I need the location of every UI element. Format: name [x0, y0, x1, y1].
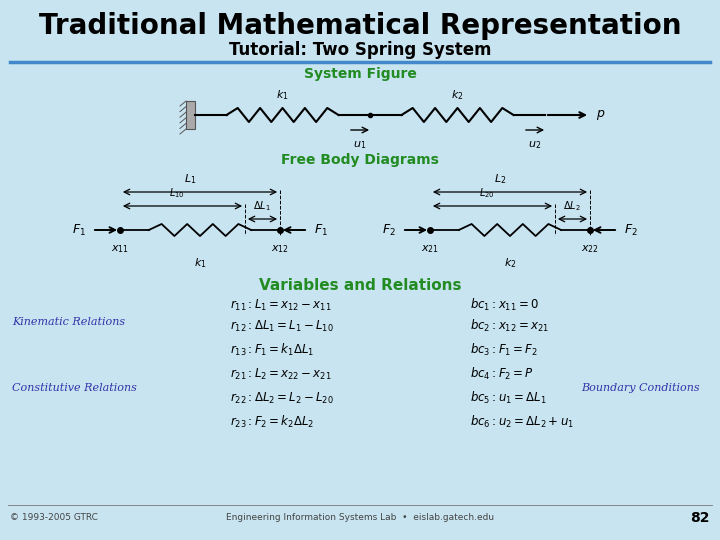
- Text: © 1993-2005 GTRC: © 1993-2005 GTRC: [10, 514, 98, 523]
- Text: $F_2$: $F_2$: [382, 222, 396, 238]
- Text: $L_{20}$: $L_{20}$: [480, 186, 495, 200]
- Text: $u_1$: $u_1$: [354, 139, 366, 151]
- Text: $\Delta L_2$: $\Delta L_2$: [563, 199, 581, 213]
- Text: $F_2$: $F_2$: [624, 222, 638, 238]
- Text: $r_{13}: F_1 = k_1 \Delta L_1$: $r_{13}: F_1 = k_1 \Delta L_1$: [230, 342, 315, 358]
- Text: Free Body Diagrams: Free Body Diagrams: [281, 153, 439, 167]
- Text: $\Delta L_1$: $\Delta L_1$: [253, 199, 271, 213]
- Text: $p$: $p$: [596, 108, 606, 122]
- Text: Tutorial: Two Spring System: Tutorial: Two Spring System: [229, 41, 491, 59]
- Text: Boundary Conditions: Boundary Conditions: [581, 383, 700, 393]
- Text: $bc_1: x_{11} = 0$: $bc_1: x_{11} = 0$: [470, 297, 539, 313]
- Text: System Figure: System Figure: [304, 67, 416, 81]
- Text: $L_{10}$: $L_{10}$: [169, 186, 185, 200]
- Text: 82: 82: [690, 511, 710, 525]
- Text: $u_2$: $u_2$: [528, 139, 541, 151]
- Text: $k_2$: $k_2$: [504, 256, 516, 270]
- Text: $x_{21}$: $x_{21}$: [421, 243, 439, 255]
- Text: $bc_2: x_{12} = x_{21}$: $bc_2: x_{12} = x_{21}$: [470, 318, 549, 334]
- Text: Constitutive Relations: Constitutive Relations: [12, 383, 137, 393]
- Text: $bc_6: u_2 = \Delta L_2 + u_1$: $bc_6: u_2 = \Delta L_2 + u_1$: [470, 414, 574, 430]
- Text: Engineering Information Systems Lab  •  eislab.gatech.edu: Engineering Information Systems Lab • ei…: [226, 514, 494, 523]
- Text: $k_1$: $k_1$: [194, 256, 207, 270]
- Text: $bc_3: F_1 = F_2$: $bc_3: F_1 = F_2$: [470, 342, 538, 358]
- Text: $k_1$: $k_1$: [276, 88, 288, 102]
- Text: $k_2$: $k_2$: [451, 88, 463, 102]
- Text: $F_1$: $F_1$: [72, 222, 86, 238]
- Text: $r_{21}: L_2 = x_{22} - x_{21}$: $r_{21}: L_2 = x_{22} - x_{21}$: [230, 367, 332, 382]
- Bar: [186, 101, 195, 129]
- Text: $L_1$: $L_1$: [184, 172, 197, 186]
- Text: Kinematic Relations: Kinematic Relations: [12, 317, 125, 327]
- Text: Variables and Relations: Variables and Relations: [258, 278, 462, 293]
- Text: $bc_5: u_1 = \Delta L_1$: $bc_5: u_1 = \Delta L_1$: [470, 390, 546, 406]
- Text: $r_{12}: \Delta L_1 = L_1 - L_{10}$: $r_{12}: \Delta L_1 = L_1 - L_{10}$: [230, 319, 334, 334]
- Text: Traditional Mathematical Representation: Traditional Mathematical Representation: [39, 12, 681, 40]
- Text: $x_{12}$: $x_{12}$: [271, 243, 289, 255]
- Text: $L_2$: $L_2$: [494, 172, 506, 186]
- Text: $r_{23}: F_2 = k_2 \Delta L_2$: $r_{23}: F_2 = k_2 \Delta L_2$: [230, 414, 315, 430]
- Text: $x_{22}$: $x_{22}$: [581, 243, 599, 255]
- Text: $r_{22}: \Delta L_2 = L_2 - L_{20}$: $r_{22}: \Delta L_2 = L_2 - L_{20}$: [230, 390, 334, 406]
- Text: $r_{11}: L_1 = x_{12} - x_{11}$: $r_{11}: L_1 = x_{12} - x_{11}$: [230, 298, 332, 313]
- Text: $x_{11}$: $x_{11}$: [111, 243, 129, 255]
- Text: $F_1$: $F_1$: [314, 222, 328, 238]
- Text: $bc_4: F_2 = P$: $bc_4: F_2 = P$: [470, 366, 534, 382]
